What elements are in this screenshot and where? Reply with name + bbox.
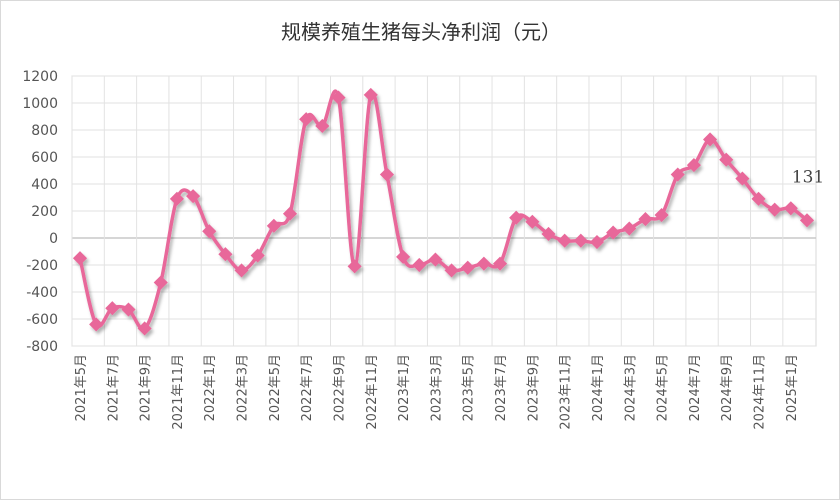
data-point xyxy=(686,158,701,173)
data-point xyxy=(654,207,669,223)
data-point xyxy=(137,321,152,336)
data-point xyxy=(202,224,217,239)
x-tick-label: 2023年11月 xyxy=(559,354,574,430)
x-tick-label: 2025年1月 xyxy=(785,354,800,421)
data-point xyxy=(331,90,346,105)
x-tick-label: 2022年3月 xyxy=(236,354,251,421)
data-point xyxy=(428,252,443,267)
data-point xyxy=(606,225,621,240)
y-tick-label: -200 xyxy=(26,258,58,274)
data-point xyxy=(234,263,249,278)
y-tick-label: 800 xyxy=(31,123,58,139)
data-point xyxy=(379,167,395,182)
x-tick-label: 2024年5月 xyxy=(656,354,671,421)
x-tick-label: 2023年1月 xyxy=(397,354,412,421)
x-tick-label: 2024年3月 xyxy=(623,354,638,421)
data-point xyxy=(735,171,750,186)
y-tick-label: 1000 xyxy=(22,96,58,112)
data-label: 131 xyxy=(792,167,824,187)
y-tick-label: 1200 xyxy=(22,69,58,85)
x-tick-label: 2021年5月 xyxy=(74,354,89,421)
data-point xyxy=(573,233,588,248)
data-point xyxy=(282,206,298,221)
data-point xyxy=(412,257,427,273)
x-tick-label: 2022年9月 xyxy=(332,354,347,421)
x-tick-label: 2022年1月 xyxy=(203,354,218,421)
data-point xyxy=(121,302,136,317)
series-group xyxy=(72,87,815,336)
data-point xyxy=(89,317,104,332)
data-point xyxy=(783,201,798,216)
data-point xyxy=(72,251,88,266)
data-point xyxy=(266,218,281,233)
y-tick-label: -800 xyxy=(26,339,58,355)
x-tick-label: 2023年9月 xyxy=(526,354,541,421)
data-point xyxy=(638,212,653,227)
x-tick-label: 2021年9月 xyxy=(139,354,154,421)
x-tick-label: 2024年7月 xyxy=(688,354,703,421)
data-point xyxy=(557,233,572,248)
y-tick-label: -400 xyxy=(26,285,58,301)
data-point xyxy=(153,275,168,290)
data-point xyxy=(396,249,411,264)
y-tick-label: 200 xyxy=(31,204,58,220)
data-point xyxy=(589,234,605,250)
series-line xyxy=(78,89,809,331)
y-tick-label: 600 xyxy=(31,150,58,166)
x-tick-label: 2024年11月 xyxy=(753,354,768,430)
data-point xyxy=(299,112,314,127)
data-point xyxy=(347,259,362,274)
x-tick-label: 2023年3月 xyxy=(429,354,444,421)
x-tick-label: 2023年7月 xyxy=(494,354,509,421)
chart-title: 规模养殖生猪每头净利润（元） xyxy=(281,20,561,44)
data-point xyxy=(363,87,378,102)
data-point xyxy=(622,221,637,236)
x-tick-label: 2022年7月 xyxy=(300,354,315,421)
data-point xyxy=(751,191,766,206)
data-point xyxy=(315,118,330,134)
data-point xyxy=(541,226,556,242)
data-point xyxy=(186,189,201,204)
data-point xyxy=(702,132,718,147)
data-point xyxy=(799,213,815,228)
data-point xyxy=(509,210,524,225)
x-tick-label: 2021年11月 xyxy=(171,354,186,430)
x-tick-label: 2022年11月 xyxy=(365,354,380,430)
x-tick-label: 2024年1月 xyxy=(591,354,606,421)
data-point xyxy=(444,263,459,278)
y-tick-label: -600 xyxy=(26,312,58,328)
y-tick-label: 400 xyxy=(31,177,58,193)
data-point xyxy=(767,202,782,217)
data-point xyxy=(492,256,508,271)
data-point xyxy=(105,301,120,316)
x-tick-label: 2023年5月 xyxy=(462,354,477,421)
data-point xyxy=(525,214,540,229)
x-tick-label: 2024年9月 xyxy=(720,354,735,421)
data-point xyxy=(460,260,475,275)
x-tick-label: 2022年5月 xyxy=(268,354,283,421)
data-point xyxy=(169,191,185,206)
x-tick-label: 2021年7月 xyxy=(106,354,121,421)
data-point xyxy=(670,167,685,182)
data-point xyxy=(476,256,491,271)
y-tick-label: 0 xyxy=(49,231,58,247)
data-point xyxy=(719,152,734,167)
data-point xyxy=(218,247,233,262)
